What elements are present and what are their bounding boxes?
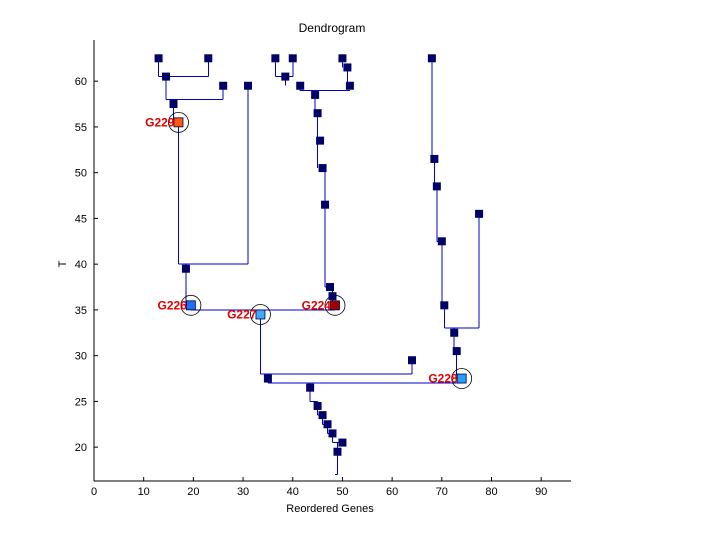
node-marker-13 — [311, 90, 320, 99]
node-marker-0 — [154, 54, 163, 63]
dendrogram-nodes — [154, 54, 484, 456]
node-marker-17 — [321, 200, 330, 209]
highlight-label-4: G228 — [428, 372, 458, 386]
node-marker-25 — [475, 209, 484, 218]
node-marker-14 — [313, 109, 322, 118]
node-marker-20 — [181, 264, 190, 273]
node-marker-30 — [263, 374, 272, 383]
highlight-labels: G229 G226 G227 G224 G228 — [145, 115, 458, 385]
node-marker-6 — [271, 54, 280, 63]
node-marker-29 — [408, 356, 416, 365]
highlight-circle-0 — [168, 111, 189, 133]
node-marker-11 — [343, 63, 352, 72]
x-tick-label-9: 90 — [535, 486, 547, 498]
node-marker-1 — [204, 54, 213, 63]
node-marker-18 — [326, 283, 335, 292]
node-marker-28 — [452, 347, 461, 356]
x-tick-label-8: 80 — [485, 486, 497, 498]
highlight-label-0: G229 — [145, 115, 175, 129]
node-marker-8 — [281, 72, 290, 81]
node-marker-7 — [288, 54, 297, 63]
x-tick-label-0: 0 — [91, 486, 97, 498]
x-axis-ticks: 0 10 20 30 40 50 60 70 80 90 — [91, 477, 547, 498]
node-marker-3 — [219, 81, 228, 90]
highlight-node-3 — [330, 300, 340, 311]
node-marker-19 — [328, 292, 337, 301]
node-marker-15 — [316, 136, 325, 145]
node-marker-27 — [450, 328, 459, 337]
node-marker-23 — [432, 182, 441, 191]
highlight-node-2 — [255, 309, 266, 320]
y-axis-ticks: 20 25 30 35 40 45 50 55 60 — [75, 76, 98, 454]
node-marker-21 — [427, 54, 436, 63]
highlight-node-1 — [185, 300, 196, 311]
x-tick-label-7: 70 — [436, 486, 448, 498]
highlight-circles — [168, 111, 473, 389]
node-marker-22 — [430, 154, 439, 163]
x-axis-label: Reordered Genes — [286, 503, 374, 515]
node-marker-36 — [338, 438, 347, 447]
y-tick-label-8: 60 — [75, 76, 87, 88]
node-marker-31 — [306, 383, 315, 392]
node-marker-33 — [318, 411, 327, 420]
y-tick-label-2: 30 — [75, 351, 87, 363]
chart-title: Dendrogram — [299, 21, 366, 35]
node-marker-35 — [328, 429, 337, 438]
x-tick-label-6: 60 — [386, 486, 398, 498]
y-tick-label-5: 45 — [75, 213, 87, 225]
y-axis-label: T — [57, 260, 69, 267]
y-tick-label-6: 50 — [75, 168, 87, 180]
node-marker-32 — [313, 401, 322, 410]
node-marker-4 — [244, 81, 253, 90]
y-tick-label-4: 40 — [75, 259, 87, 271]
highlight-circle-1 — [180, 294, 202, 316]
node-marker-5 — [169, 100, 178, 109]
node-marker-10 — [338, 54, 347, 63]
x-tick-label-1: 10 — [138, 486, 150, 498]
highlight-label-1: G226 — [158, 298, 188, 312]
highlight-label-3: G224 — [302, 298, 332, 312]
y-tick-label-0: 20 — [75, 442, 87, 454]
x-tick-label-5: 50 — [336, 486, 348, 498]
highlight-circle-4 — [451, 368, 473, 389]
x-tick-label-3: 30 — [237, 486, 249, 498]
highlight-node-0 — [173, 117, 184, 128]
highlight-node-4 — [456, 373, 467, 384]
y-tick-label-7: 55 — [75, 122, 87, 134]
node-marker-26 — [440, 301, 449, 310]
node-marker-37 — [333, 447, 342, 456]
node-marker-12 — [345, 81, 354, 90]
y-tick-label-1: 25 — [75, 396, 87, 408]
node-marker-16 — [318, 164, 327, 173]
x-tick-label-4: 40 — [287, 486, 299, 498]
y-tick-label-3: 35 — [75, 305, 87, 317]
node-marker-24 — [437, 237, 446, 246]
highlight-label-2: G227 — [227, 307, 257, 321]
x-tick-label-2: 20 — [187, 486, 199, 498]
node-marker-2 — [162, 72, 171, 81]
highlight-circle-2 — [250, 304, 271, 325]
node-marker-34 — [323, 420, 332, 429]
node-marker-9 — [296, 81, 305, 90]
